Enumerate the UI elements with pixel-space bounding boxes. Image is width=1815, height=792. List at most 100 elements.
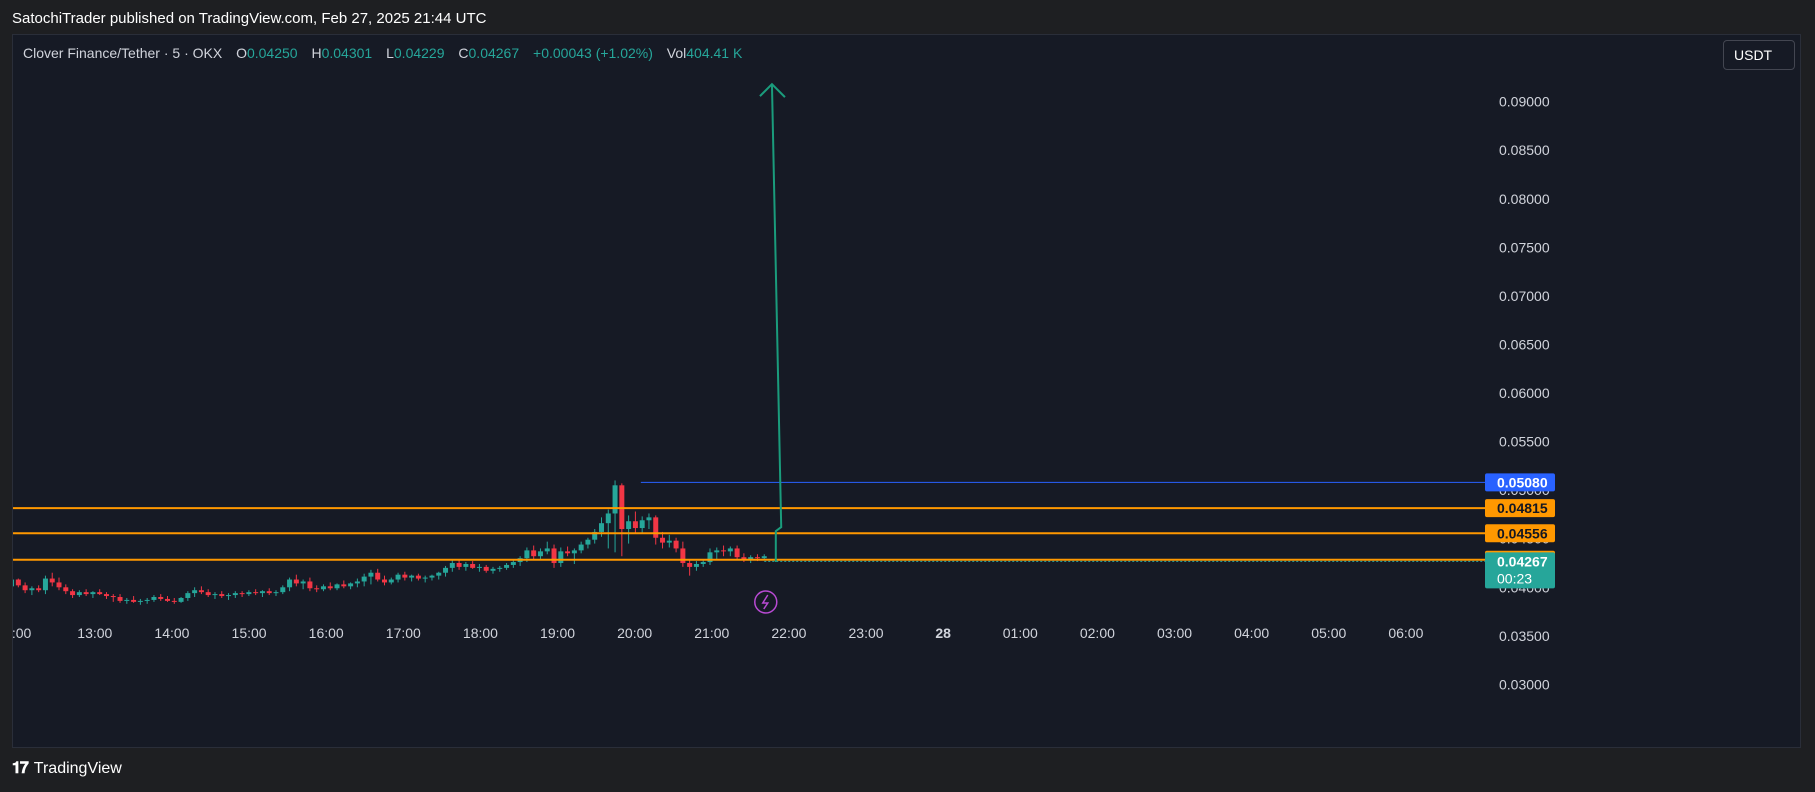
high-label: H [311, 45, 322, 61]
x-tick-label: 22:00 [771, 625, 806, 641]
candle-body [680, 548, 686, 564]
candle-body [90, 592, 96, 595]
candle-body [727, 548, 733, 552]
candle-body [36, 588, 42, 591]
candle-body [632, 521, 638, 529]
x-tick-label: 04:00 [1234, 625, 1269, 641]
candle-body [578, 544, 584, 551]
candle-body [476, 566, 482, 568]
candle-body [395, 574, 401, 580]
candle-body [151, 597, 157, 600]
candle-body [205, 592, 211, 596]
candle-body [219, 594, 225, 597]
candle-body [334, 584, 340, 589]
candle-body [443, 567, 449, 573]
candle-body [42, 578, 48, 591]
candle-body [748, 557, 754, 561]
countdown-label: 00:23 [1497, 570, 1532, 586]
level-price-tag [1485, 524, 1555, 543]
footer-brand[interactable]: 𝟏𝟕 TradingView [12, 760, 122, 778]
candle-body [83, 592, 89, 595]
x-tick-label: 03:00 [1157, 625, 1192, 641]
candle-body [409, 575, 415, 578]
candle-body [110, 596, 116, 598]
candle-body [381, 579, 387, 583]
candle-body [490, 568, 496, 571]
close-value: 0.04267 [468, 45, 520, 61]
candle-body [537, 551, 543, 557]
currency-button[interactable]: USDT [1723, 40, 1795, 70]
candle-body [171, 600, 177, 602]
low-value: 0.04229 [393, 45, 445, 61]
y-tick-label: 0.05500 [1499, 434, 1550, 450]
candle-body [598, 523, 604, 532]
candle-body [103, 594, 109, 597]
candle-body [246, 592, 252, 595]
candle-body [259, 591, 265, 594]
candle-body [368, 572, 374, 577]
candle-body [307, 581, 313, 589]
y-tick-label: 0.07500 [1499, 239, 1550, 255]
change-value: +0.00043 (+1.02%) [533, 45, 653, 61]
candle-body [266, 591, 272, 594]
candle-body [320, 586, 326, 590]
y-tick-label: 0.03500 [1499, 628, 1550, 644]
candle-body [239, 593, 245, 595]
level-price-tag [1485, 499, 1555, 518]
x-tick-label: 28 [935, 625, 951, 641]
chart-panel[interactable]: Clover Finance/Tether · 5 · OKX O0.04250… [12, 34, 1801, 748]
candle-body [76, 592, 82, 596]
lightning-bolt-icon [761, 594, 770, 610]
close-label: C [458, 45, 469, 61]
candle-body [707, 552, 713, 563]
candle-body [348, 583, 354, 587]
x-tick-label: 15:00 [232, 625, 267, 641]
candle-body [124, 599, 130, 601]
candle-body [56, 582, 62, 588]
x-tick-label: 14:00 [154, 625, 189, 641]
candle-body [714, 550, 720, 553]
x-tick-label: 05:00 [1311, 625, 1346, 641]
candle-body [571, 550, 577, 554]
volume-value: 404.41 K [686, 45, 743, 61]
footer-brand-text: TradingView [33, 760, 122, 777]
x-tick-label: 02:00 [1080, 625, 1115, 641]
low-label: L [386, 45, 394, 61]
candle-body [131, 599, 137, 602]
candle-body [470, 563, 476, 568]
candle-body [605, 513, 611, 524]
candle-body [29, 588, 35, 591]
candle-body [402, 574, 408, 578]
candle-body [639, 520, 645, 529]
x-tick-label: 23:00 [849, 625, 884, 641]
x-tick-label: 06:00 [1388, 625, 1423, 641]
y-tick-label: 0.09000 [1499, 94, 1550, 110]
candle-body [531, 550, 537, 557]
y-tick-label: 0.03000 [1499, 676, 1550, 692]
candle-body [497, 567, 503, 569]
y-tick-label: 0.07000 [1499, 288, 1550, 304]
candle-body [280, 587, 286, 593]
candle-body [415, 575, 421, 579]
candle-body [97, 592, 103, 595]
projection-arrow-head [759, 82, 786, 98]
candle-body [612, 485, 618, 514]
candle-body [585, 539, 591, 545]
candle-body [734, 548, 740, 558]
candle-body [327, 586, 333, 589]
candle-body [422, 577, 428, 579]
symbol-title[interactable]: Clover Finance/Tether · 5 · OKX [23, 45, 223, 61]
candle-body [646, 517, 652, 521]
candle-body [137, 600, 143, 602]
candle-body [551, 548, 557, 564]
candle-body [660, 537, 666, 543]
candle-body [63, 587, 69, 592]
candle-body [192, 590, 198, 594]
ohlc-legend: Clover Finance/Tether · 5 · OKX O0.04250… [23, 45, 752, 61]
price-chart[interactable]: 0.030000.035000.040000.045000.050000.055… [13, 35, 1801, 748]
candle-body [504, 564, 510, 568]
x-tick-label: 21:00 [694, 625, 729, 641]
candle-body [741, 557, 747, 561]
y-tick-label: 0.08000 [1499, 191, 1550, 207]
x-tick-label: 18:00 [463, 625, 498, 641]
